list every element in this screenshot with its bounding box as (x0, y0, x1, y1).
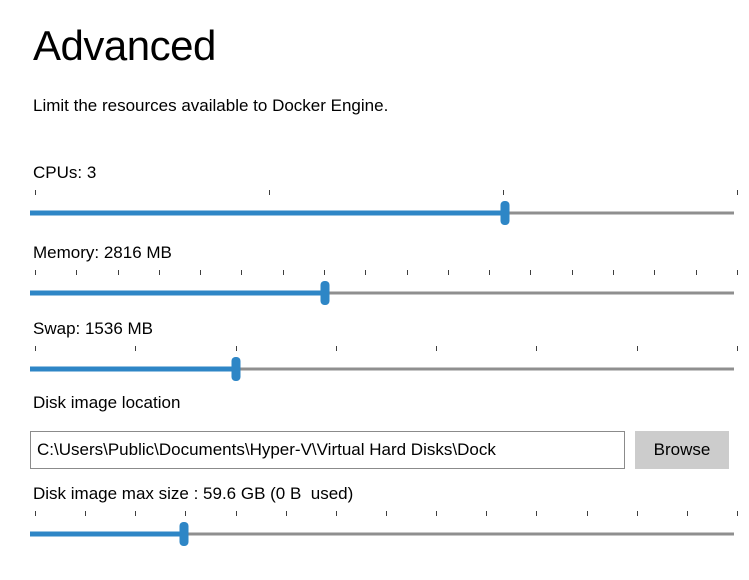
memory-slider-ticks (35, 270, 738, 275)
slider-tick (235, 511, 237, 516)
cpus-slider-ticks (35, 190, 738, 195)
slider-tick (736, 270, 738, 275)
slider-tick (654, 270, 656, 275)
slider-tick (586, 511, 588, 516)
slider-tick (185, 511, 187, 516)
swap-slider-fill (30, 366, 237, 372)
slider-tick (486, 511, 488, 516)
slider-tick (241, 270, 243, 275)
disk-size-slider-ticks (35, 511, 738, 516)
disk-size-section: Disk image max size : 59.6 GB (0 B used) (30, 484, 738, 546)
slider-tick (365, 270, 367, 275)
memory-slider-track (30, 291, 734, 295)
advanced-settings-page: Advanced Limit the resources available t… (30, 22, 738, 546)
swap-slider-label: Swap: 1536 MB (33, 319, 154, 338)
slider-tick (530, 270, 532, 275)
slider-tick (736, 511, 738, 516)
slider-tick (695, 270, 697, 275)
slider-tick (686, 511, 688, 516)
slider-tick (282, 270, 284, 275)
memory-slider-thumb[interactable] (320, 281, 330, 305)
disk-size-slider-fill (30, 531, 185, 537)
slider-tick (85, 511, 87, 516)
memory-section: Memory: 2816 MB (30, 243, 738, 305)
slider-tick (489, 270, 491, 275)
slider-tick (737, 190, 738, 195)
cpus-slider-label: CPUs: 3 (33, 163, 97, 182)
cpus-slider-fill (30, 210, 506, 216)
slider-tick (536, 511, 538, 516)
slider-tick (235, 346, 237, 351)
swap-slider-track (30, 367, 734, 371)
slider-tick (35, 346, 36, 351)
disk-size-slider-label: Disk image max size : 59.6 GB (0 B used) (33, 484, 354, 503)
page-title: Advanced (33, 22, 216, 69)
disk-location-input[interactable] (30, 431, 625, 469)
memory-slider-label: Memory: 2816 MB (33, 243, 172, 262)
slider-tick (503, 190, 504, 195)
slider-tick (447, 270, 449, 275)
swap-slider[interactable] (30, 346, 738, 381)
slider-tick (323, 270, 325, 275)
slider-tick (35, 511, 36, 516)
swap-section: Swap: 1536 MB (30, 319, 738, 381)
slider-tick (135, 511, 137, 516)
slider-tick (285, 511, 287, 516)
slider-tick (158, 270, 160, 275)
cpus-slider[interactable] (30, 190, 738, 225)
slider-tick (76, 270, 78, 275)
slider-tick (35, 270, 36, 275)
disk-location-label: Disk image location (33, 393, 181, 412)
slider-tick (200, 270, 202, 275)
slider-tick (35, 190, 36, 195)
slider-tick (571, 270, 573, 275)
disk-size-slider[interactable] (30, 511, 738, 546)
slider-tick (335, 511, 337, 516)
memory-slider[interactable] (30, 270, 738, 305)
disk-location-section: Disk image location Browse (30, 393, 734, 469)
slider-tick (436, 346, 438, 351)
slider-tick (612, 270, 614, 275)
slider-tick (135, 346, 137, 351)
swap-slider-ticks (35, 346, 738, 351)
browse-button[interactable]: Browse (635, 431, 729, 469)
slider-tick (736, 346, 738, 351)
memory-slider-fill (30, 290, 325, 296)
slider-tick (269, 190, 270, 195)
slider-tick (406, 270, 408, 275)
slider-tick (385, 511, 387, 516)
slider-tick (636, 346, 638, 351)
slider-tick (335, 346, 337, 351)
slider-tick (536, 346, 538, 351)
cpus-slider-thumb[interactable] (500, 201, 510, 225)
slider-tick (436, 511, 438, 516)
cpus-section: CPUs: 3 (30, 163, 738, 225)
swap-slider-thumb[interactable] (231, 357, 241, 381)
slider-tick (636, 511, 638, 516)
disk-size-slider-thumb[interactable] (179, 522, 189, 546)
disk-size-slider-track (30, 532, 734, 536)
slider-tick (117, 270, 119, 275)
page-subtitle: Limit the resources available to Docker … (33, 96, 389, 115)
